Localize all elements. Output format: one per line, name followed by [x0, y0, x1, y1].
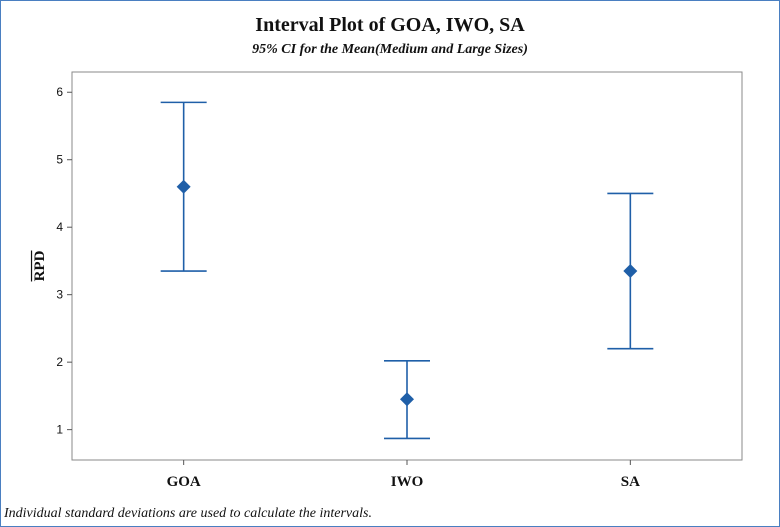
chart-title: Interval Plot of GOA, IWO, SA: [255, 14, 525, 36]
y-axis-ticks: 1 2 3 4 5 6: [56, 85, 72, 437]
footnote: Individual standard deviations are used …: [4, 506, 372, 521]
x-axis-labels: GOA IWO SA: [167, 460, 640, 490]
y-tick-label: 1: [56, 423, 63, 437]
y-tick-label: 2: [56, 355, 63, 369]
interval-series: [160, 101, 654, 440]
y-tick-label: 5: [56, 153, 63, 167]
y-tick-label: 3: [56, 288, 63, 302]
x-category-label: IWO: [391, 474, 424, 490]
x-category-label: GOA: [167, 474, 201, 490]
mean-marker: [623, 264, 638, 279]
y-tick-label: 6: [56, 85, 63, 99]
y-axis-label: RPD: [32, 250, 48, 281]
x-category-label: SA: [621, 474, 640, 490]
chart-subtitle: 95% CI for the Mean(Medium and Large Siz…: [252, 42, 528, 57]
y-tick-label: 4: [56, 220, 63, 234]
mean-marker: [400, 392, 414, 407]
mean-marker: [176, 179, 191, 194]
